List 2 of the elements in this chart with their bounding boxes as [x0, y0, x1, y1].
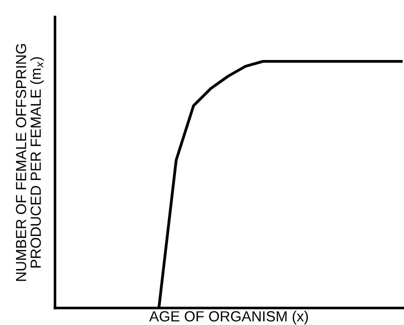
y-axis-title: NUMBER OF FEMALE OFFSPRING PRODUCED PER FEMALE (m$_{x}$)	[16, 44, 44, 281]
x-axis-title: AGE OF ORGANISM (x)	[149, 310, 308, 324]
